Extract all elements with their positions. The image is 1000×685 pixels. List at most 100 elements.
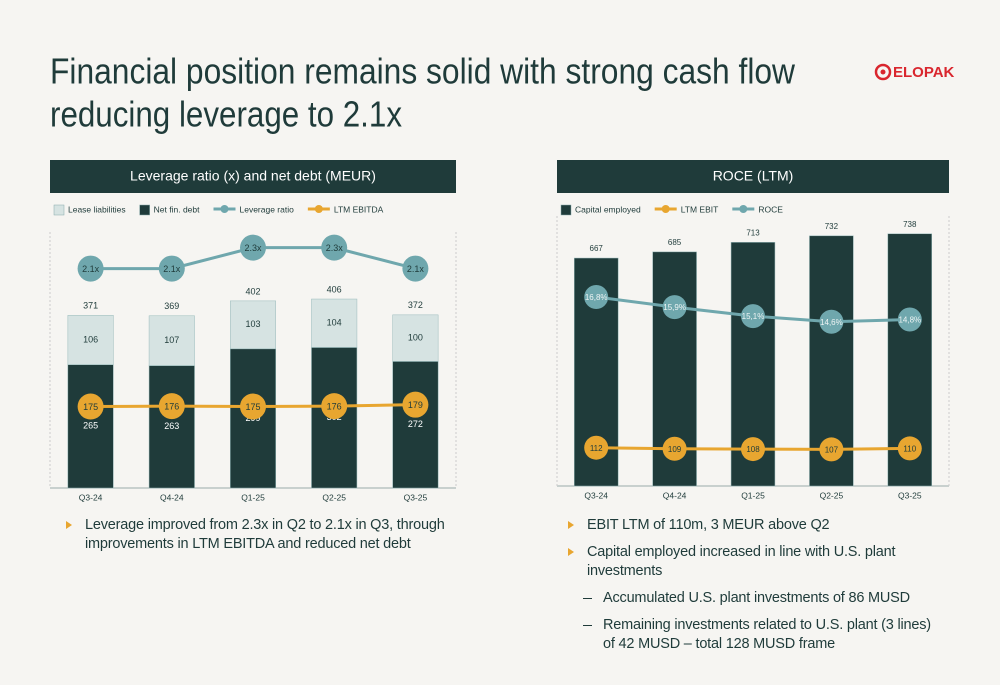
line-marker (741, 437, 765, 462)
line-label: 15,9% (663, 303, 686, 312)
line-marker (77, 255, 104, 282)
chart-header (557, 160, 949, 193)
line-label: 176 (327, 401, 342, 411)
line-marker (321, 234, 348, 261)
line-label: 175 (83, 402, 98, 412)
bar-label: 265 (83, 421, 98, 431)
line-label: 2.1x (407, 264, 425, 274)
line-marker (158, 393, 185, 420)
bar (392, 361, 439, 489)
x-tick-label: Q4-24 (663, 490, 687, 500)
line-marker (897, 436, 922, 461)
legend-label: Capital employed (575, 204, 641, 214)
bullet: Capital employed increased in line with … (565, 543, 935, 581)
bar-label: 732 (825, 222, 839, 231)
x-tick-label: Q2-25 (322, 492, 346, 502)
chart-header (50, 160, 456, 193)
bar (148, 315, 195, 366)
bar-label: 667 (590, 244, 604, 253)
bar-label: 685 (668, 238, 682, 247)
line-label: 108 (746, 445, 760, 454)
line-marker (819, 437, 844, 462)
bar (67, 315, 114, 365)
bar-label: 272 (408, 419, 423, 429)
chart-title: Leverage ratio (x) and net debt (MEUR) (130, 168, 376, 184)
line-label: 14,8% (898, 316, 921, 325)
line-marker (402, 255, 429, 282)
x-tick-label: Q4-24 (160, 492, 184, 502)
x-tick-label: Q3-24 (584, 490, 608, 500)
legend-label: Lease liabilities (68, 204, 126, 214)
line-label: 175 (245, 402, 260, 412)
legend-dot (739, 205, 748, 213)
line-label: 109 (668, 445, 682, 454)
line-marker (662, 436, 687, 461)
bar-label: 100 (408, 332, 423, 342)
line-marker (240, 393, 266, 420)
bullet: EBIT LTM of 110m, 3 MEUR above Q2 (565, 516, 935, 535)
bar (67, 364, 114, 489)
slide-title: Financial position remains solid with st… (50, 51, 796, 92)
legend-swatch (560, 204, 572, 216)
legend-label: ROCE (758, 204, 783, 214)
bar (230, 300, 276, 350)
line-label: 179 (408, 400, 423, 410)
line-label: 2.1x (163, 264, 181, 274)
line-marker (240, 234, 266, 261)
line-label: 15,1% (742, 312, 765, 321)
line-marker (158, 255, 185, 282)
line-marker (662, 295, 687, 320)
line-label: 14,6% (820, 318, 843, 327)
legend-label: LTM EBITDA (334, 204, 384, 214)
legend-swatch (53, 204, 65, 216)
logo: ELOPAK (893, 64, 955, 81)
bar-label: 107 (164, 335, 179, 345)
bullets-left: Leverage improved from 2.3x in Q2 to 2.1… (63, 516, 453, 562)
bullets-right: EBIT LTM of 110m, 3 MEUR above Q2 Capital… (565, 516, 935, 662)
bar-label: 738 (903, 220, 917, 229)
line-marker (321, 393, 348, 420)
legend-label: Leverage ratio (240, 204, 295, 214)
line-marker (402, 391, 429, 418)
bar-label: 103 (245, 319, 260, 329)
bar-label: 104 (327, 318, 342, 328)
line-label: 110 (903, 445, 916, 454)
x-tick-label: Q3-24 (79, 492, 103, 502)
sub-bullet: Accumulated U.S. plant investments of 86… (565, 589, 935, 608)
line-marker (741, 304, 765, 329)
total-label: 369 (164, 301, 179, 311)
logo-icon (880, 69, 886, 75)
sub-bullet: Remaining investments related to U.S. pl… (565, 616, 935, 654)
bar-label: 263 (164, 421, 179, 431)
bar-label: 106 (83, 334, 98, 344)
legend-dot (314, 205, 323, 213)
line-label: 107 (825, 446, 839, 455)
total-label: 372 (408, 300, 423, 310)
line-marker (819, 309, 844, 334)
legend-dot (661, 205, 670, 213)
total-label: 402 (245, 286, 260, 296)
logo-icon (874, 63, 892, 81)
line-label: 2.3x (244, 243, 262, 253)
x-tick-label: Q3-25 (898, 490, 922, 500)
legend-label: Net fin. debt (154, 204, 200, 214)
legend-label: LTM EBIT (681, 204, 719, 214)
bar (392, 314, 439, 362)
bar (311, 298, 358, 348)
line-label: 16,8% (585, 293, 608, 302)
slide-title: reducing leverage to 2.1x (50, 94, 402, 135)
line-label: 2.1x (82, 264, 100, 274)
line-label: 2.3x (326, 243, 344, 253)
legend-swatch (139, 204, 150, 216)
x-tick-label: Q3-25 (404, 492, 428, 502)
chart-title: ROCE (LTM) (713, 168, 794, 184)
total-label: 371 (83, 301, 98, 311)
line-marker (584, 435, 609, 460)
total-label: 406 (327, 284, 342, 294)
legend-dot (220, 205, 229, 213)
bullet: Leverage improved from 2.3x in Q2 to 2.1… (63, 516, 453, 554)
x-tick-label: Q1-25 (741, 490, 765, 500)
line-marker (897, 307, 922, 332)
